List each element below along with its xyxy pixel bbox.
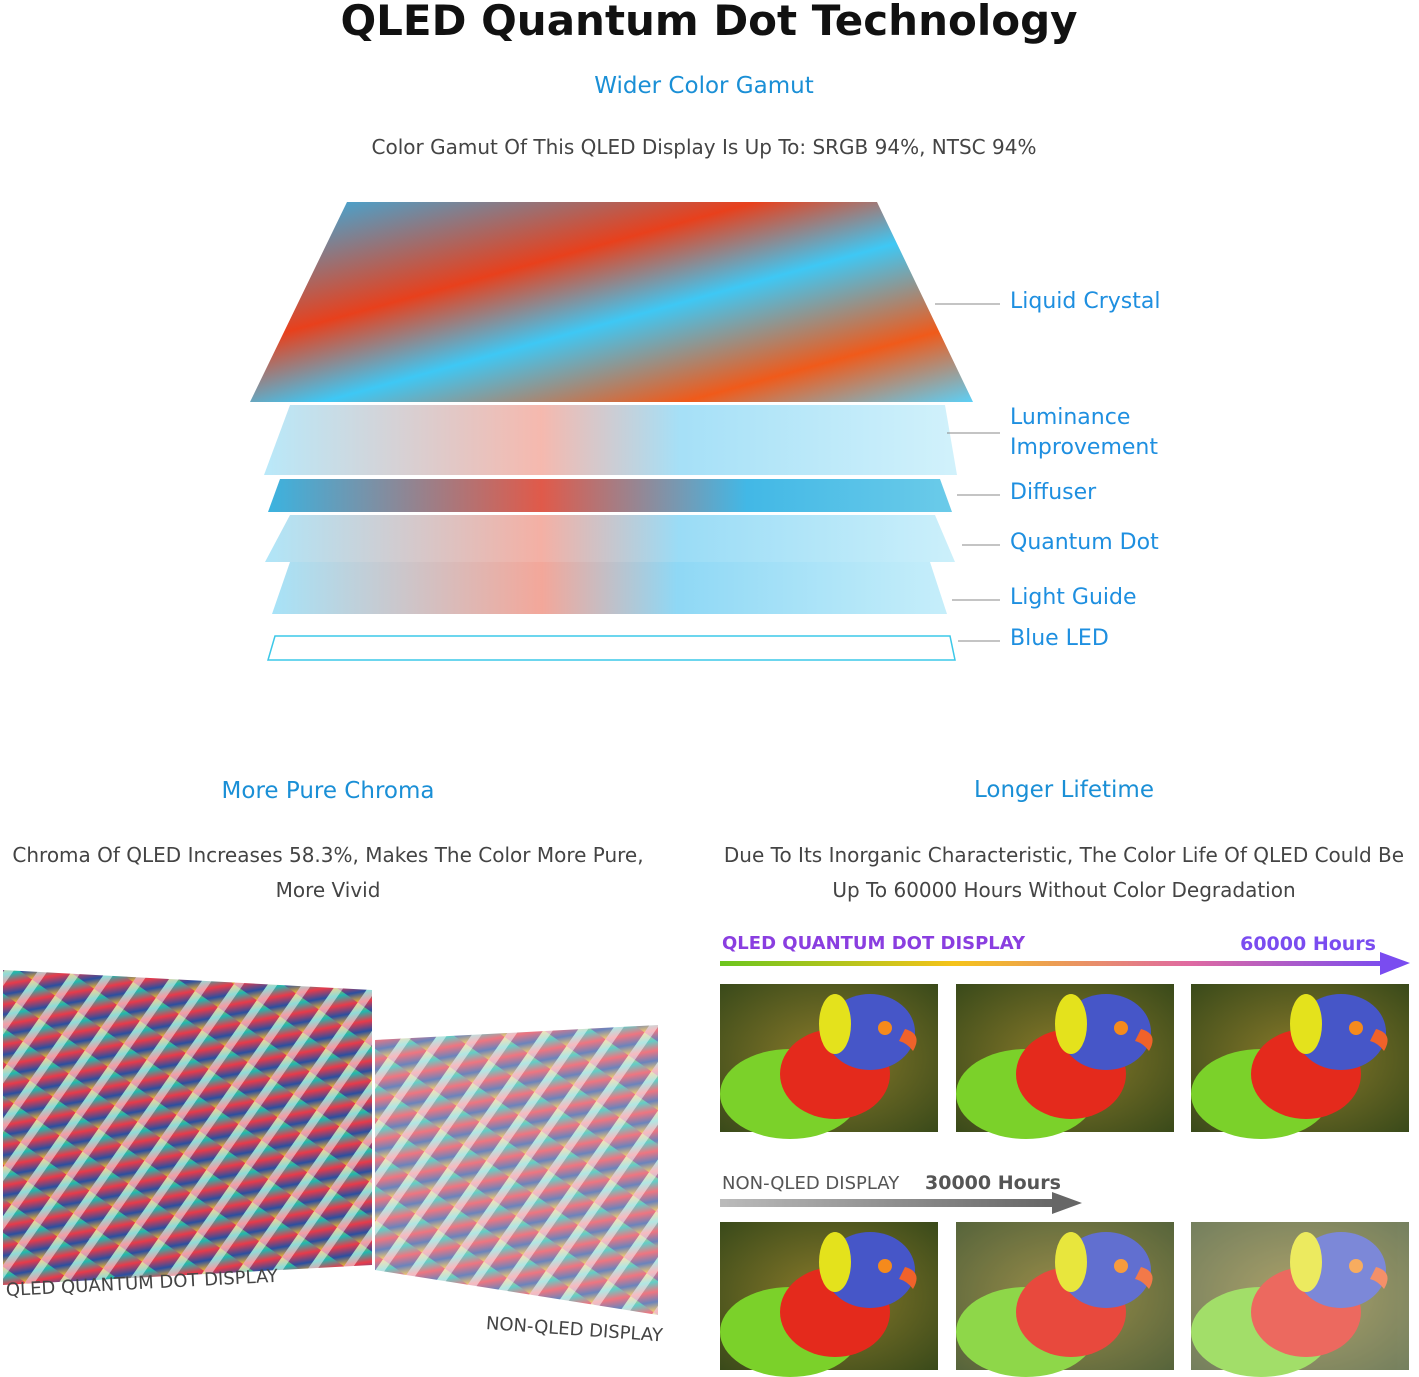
text: Chroma Of QLED Increases 58.3%, Makes Th… [12, 843, 644, 902]
quantum-dot-layer [265, 515, 955, 562]
arrow-head [1052, 1192, 1082, 1214]
arrow [720, 1199, 1055, 1207]
bird-photo [956, 1222, 1174, 1377]
arrow [720, 961, 1388, 966]
leader-lines [935, 303, 1000, 642]
layer-label: Blue LED [1010, 626, 1109, 651]
layer-label: Light Guide [1010, 585, 1137, 610]
row-label: NON-QLED DISPLAY [722, 1173, 900, 1194]
hours: 30000 Hours [925, 1172, 1061, 1194]
blue-led-layer [267, 635, 956, 661]
qled-image [3, 970, 372, 1285]
bird-photo [1191, 984, 1409, 1139]
arrow-head [1380, 952, 1410, 975]
hours: 60000 Hours [1240, 933, 1376, 955]
layer-label: Quantum Dot [1010, 530, 1159, 555]
layer-label: Luminance Improvement [1010, 405, 1158, 460]
non-qled-image [375, 1025, 658, 1315]
bird-photo [720, 984, 938, 1139]
title: QLED Quantum Dot Technology [340, 0, 1078, 45]
heading: Longer Lifetime [974, 777, 1154, 803]
heading: More Pure Chroma [221, 778, 435, 804]
heading: Wider Color Gamut [594, 73, 814, 99]
luminance-layer [264, 405, 957, 475]
diffuser-layer [268, 479, 952, 512]
text: Due To Its Inorganic Characteristic, The… [723, 843, 1405, 902]
liquid-crystal-layer [250, 202, 973, 402]
bird-photo [1191, 1222, 1409, 1377]
row-label: QLED QUANTUM DOT DISPLAY [722, 933, 1026, 954]
bird-photo [956, 984, 1174, 1139]
light-guide-layer [272, 562, 947, 614]
text: Color Gamut Of This QLED Display Is Up T… [371, 135, 1037, 159]
bird-photo [720, 1222, 938, 1377]
layer-label: Diffuser [1010, 480, 1097, 505]
layer-label: Liquid Crystal [1010, 289, 1161, 314]
